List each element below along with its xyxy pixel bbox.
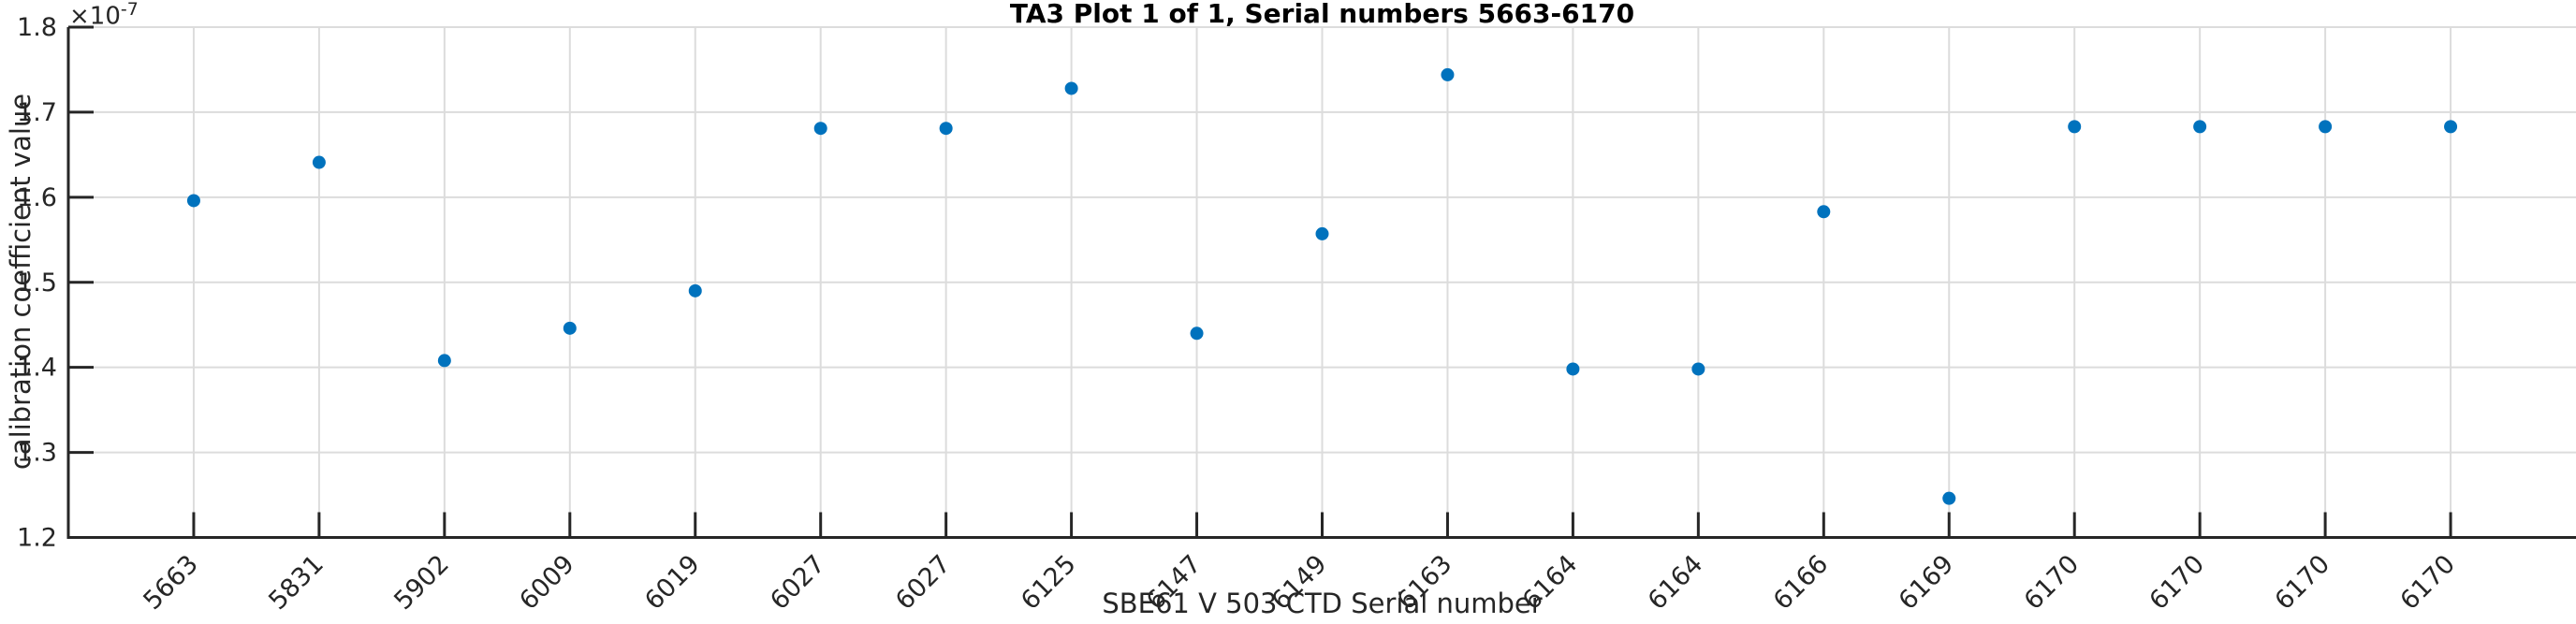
x-axis-ticks (192, 512, 2452, 538)
y-tick-label: 1.3 (17, 439, 57, 468)
vertical-gridlines (192, 27, 2452, 538)
data-point (563, 321, 577, 335)
data-point (1691, 362, 1705, 376)
data-point (186, 194, 200, 208)
data-point (813, 122, 827, 136)
y-exponent-power: -7 (120, 0, 139, 20)
data-point (1441, 67, 1455, 81)
y-axis-ticks (68, 25, 94, 539)
data-point (1566, 362, 1580, 376)
y-tick-label: 1.8 (17, 13, 57, 42)
y-tick-label: 1.4 (17, 354, 57, 383)
data-point (2193, 120, 2207, 134)
data-point (2319, 120, 2333, 134)
data-point (1817, 205, 1831, 219)
data-point (437, 354, 451, 368)
data-point (2068, 120, 2082, 134)
data-point (2444, 120, 2458, 134)
y-axis-label: calibration coefficient value (5, 93, 37, 471)
data-point (1190, 327, 1204, 341)
x-axis-label: SBE61 V 503 CTD Serial number (1102, 588, 1543, 619)
y-tick-labels: 1.2 1.3 1.4 1.5 1.6 1.7 1.8 (17, 13, 57, 553)
data-point (1064, 81, 1078, 95)
data-point (1942, 491, 1956, 505)
y-tick-label: 1.2 (17, 524, 57, 553)
axis-spines (66, 27, 2576, 539)
data-points (186, 67, 2458, 505)
data-point (312, 155, 326, 169)
data-point (1315, 226, 1329, 240)
y-tick-label: 1.7 (17, 98, 57, 127)
chart-title: TA3 Plot 1 of 1, Serial numbers 5663-617… (1009, 0, 1635, 29)
data-point (939, 122, 953, 136)
data-point (688, 283, 702, 297)
y-tick-label: 1.5 (17, 268, 57, 297)
y-tick-label: 1.6 (17, 183, 57, 212)
